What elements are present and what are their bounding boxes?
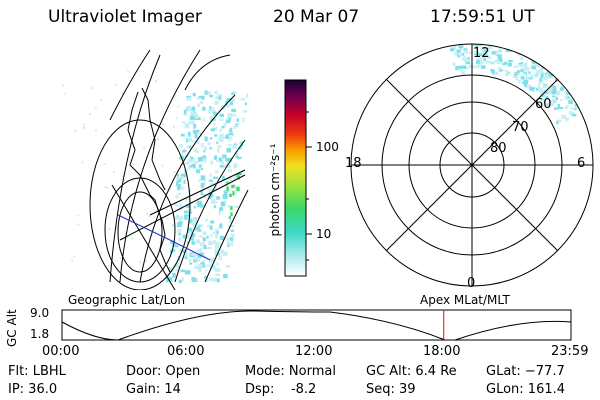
colorbar-tick-100: 100 <box>316 140 339 154</box>
x-tick-2359: 23:59 <box>551 344 589 359</box>
info-ip: IP: 36.0 <box>8 382 58 397</box>
info-gc-alt: GC Alt: 6.4 Re <box>366 364 457 379</box>
info-glat: GLat: −77.7 <box>486 364 565 379</box>
info-dsp: Dsp: -8.2 <box>245 382 317 397</box>
info-gain: Gain: 14 <box>126 382 181 397</box>
colorbar-tick-10: 10 <box>316 227 332 241</box>
aurora-emission <box>62 70 249 283</box>
date-label: 20 Mar 07 <box>273 7 360 27</box>
mlt-label-6: 6 <box>577 156 586 171</box>
info-seq: Seq: 39 <box>366 382 416 397</box>
info-glon: GLon: 161.4 <box>486 382 566 397</box>
info-door: Door: Open <box>126 364 201 379</box>
mlt-label-12: 12 <box>473 46 490 61</box>
instrument-title: Ultraviolet Imager <box>48 7 202 27</box>
timeline-y-min: 1.8 <box>30 327 50 341</box>
x-tick-0000: 00:00 <box>42 344 80 359</box>
mlat-label-60: 60 <box>535 97 552 112</box>
info-filter: Flt: LBHL <box>8 364 66 379</box>
timeline-left-title: Geographic Lat/Lon <box>68 293 186 307</box>
time-label: 17:59:51 UT <box>430 7 535 27</box>
timeline-right-title: Apex MLat/MLT <box>420 293 510 307</box>
altitude-curve <box>61 310 572 341</box>
mlat-label-80: 80 <box>490 141 507 156</box>
x-tick-1800: 18:00 <box>423 344 461 359</box>
timeline-y-max: 9.0 <box>30 306 50 320</box>
mlat-label-70: 70 <box>512 120 529 135</box>
x-tick-1200: 12:00 <box>295 344 333 359</box>
satellite-track <box>117 214 211 261</box>
info-mode: Mode: Normal <box>245 364 336 379</box>
x-tick-0600: 06:00 <box>167 344 205 359</box>
mlt-label-18: 18 <box>345 156 362 171</box>
mlt-label-0: 0 <box>467 276 476 291</box>
